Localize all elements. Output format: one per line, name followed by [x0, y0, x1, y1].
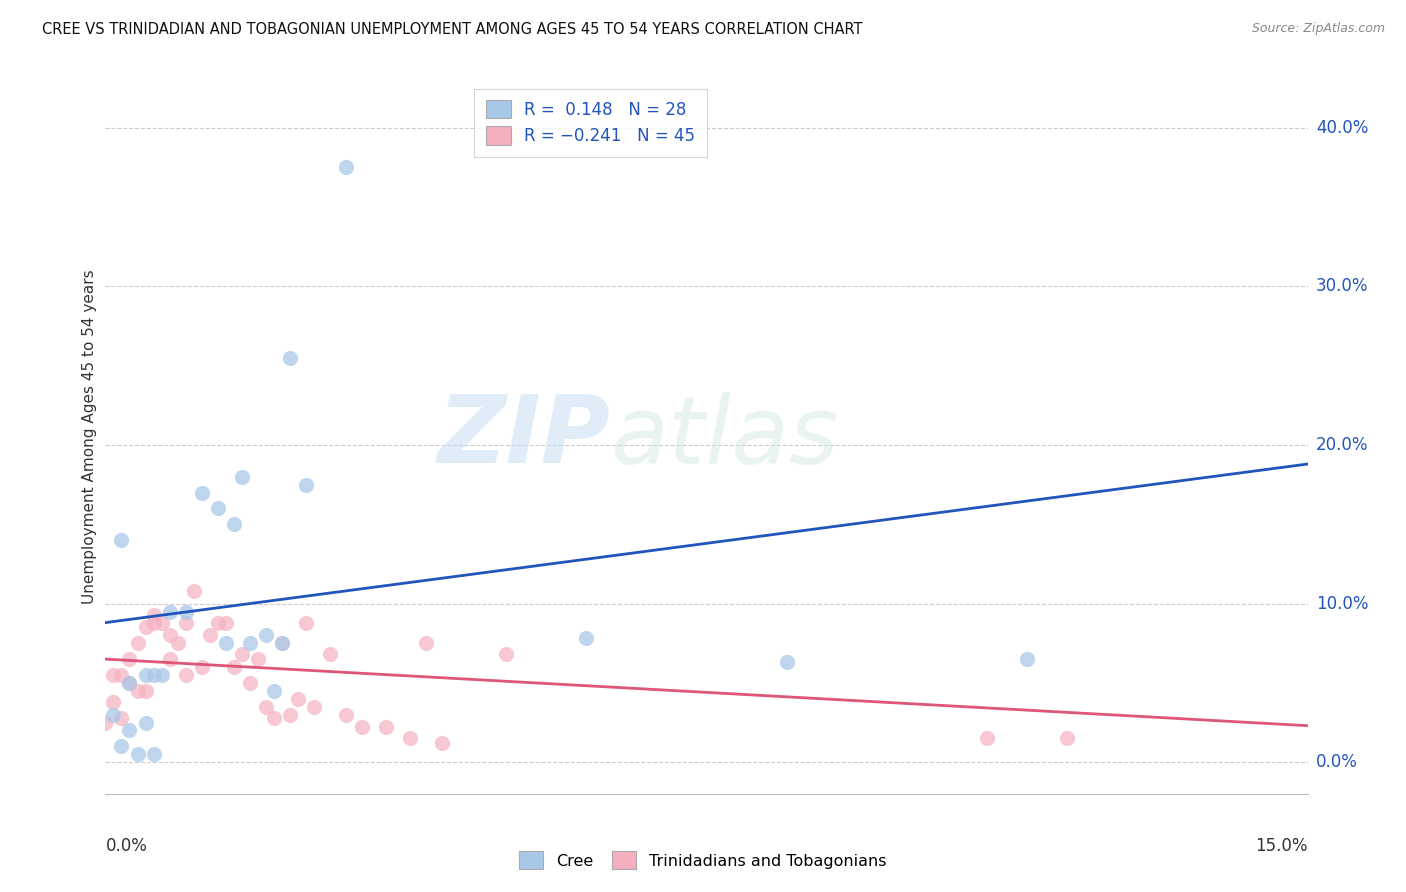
Point [214, 636, 236, 650]
Point [190, 660, 212, 674]
Point [190, 485, 212, 500]
Point [118, 723, 141, 738]
Point [127, 683, 149, 698]
Point [142, 607, 165, 622]
Legend: R =  0.148   N = 28, R = −0.241   N = 45: R = 0.148 N = 28, R = −0.241 N = 45 [474, 88, 707, 157]
Point [183, 583, 205, 598]
Text: 0.0%: 0.0% [1316, 753, 1358, 772]
Point [118, 652, 141, 666]
Point [222, 517, 245, 532]
Point [575, 632, 598, 646]
Point [127, 636, 149, 650]
Point [239, 636, 262, 650]
Point [127, 747, 149, 762]
Point [150, 668, 173, 682]
Point [135, 668, 157, 682]
Text: 40.0%: 40.0% [1316, 119, 1368, 136]
Point [174, 668, 197, 682]
Point [118, 676, 141, 690]
Point [207, 615, 229, 630]
Point [302, 699, 325, 714]
Point [254, 628, 277, 642]
Point [174, 615, 197, 630]
Point [319, 648, 342, 662]
Point [976, 731, 998, 746]
Point [142, 747, 165, 762]
Point [1017, 652, 1039, 666]
Point [110, 533, 132, 548]
Point [335, 161, 357, 175]
Point [207, 501, 229, 516]
Point [263, 683, 285, 698]
Point [399, 731, 422, 746]
Point [94, 715, 117, 730]
Point [159, 628, 181, 642]
Point [135, 620, 157, 634]
Point [198, 628, 221, 642]
Text: 30.0%: 30.0% [1316, 277, 1368, 295]
Point [278, 351, 301, 365]
Y-axis label: Unemployment Among Ages 45 to 54 years: Unemployment Among Ages 45 to 54 years [82, 269, 97, 605]
Point [254, 699, 277, 714]
Point [150, 615, 173, 630]
Point [110, 668, 132, 682]
Point [263, 711, 285, 725]
Point [278, 707, 301, 722]
Point [415, 636, 437, 650]
Text: atlas: atlas [610, 392, 838, 483]
Point [350, 720, 373, 734]
Text: ZIP: ZIP [437, 391, 610, 483]
Point [159, 605, 181, 619]
Point [118, 676, 141, 690]
Point [135, 715, 157, 730]
Point [214, 615, 236, 630]
Point [103, 707, 125, 722]
Text: 15.0%: 15.0% [1256, 837, 1308, 855]
Point [110, 711, 132, 725]
Point [231, 469, 253, 483]
Point [776, 655, 799, 669]
Point [295, 477, 318, 491]
Point [287, 691, 309, 706]
Point [142, 668, 165, 682]
Point [246, 652, 269, 666]
Point [374, 720, 398, 734]
Point [159, 652, 181, 666]
Point [174, 605, 197, 619]
Point [335, 707, 357, 722]
Point [222, 660, 245, 674]
Point [270, 636, 292, 650]
Point [231, 648, 253, 662]
Point [135, 683, 157, 698]
Text: 0.0%: 0.0% [105, 837, 148, 855]
Point [239, 676, 262, 690]
Point [103, 695, 125, 709]
Point [1056, 731, 1078, 746]
Text: Source: ZipAtlas.com: Source: ZipAtlas.com [1251, 22, 1385, 36]
Point [166, 636, 188, 650]
Legend: Cree, Trinidadians and Tobagonians: Cree, Trinidadians and Tobagonians [512, 844, 894, 877]
Point [295, 615, 318, 630]
Text: 20.0%: 20.0% [1316, 436, 1368, 454]
Point [270, 636, 292, 650]
Text: 10.0%: 10.0% [1316, 595, 1368, 613]
Point [103, 668, 125, 682]
Text: CREE VS TRINIDADIAN AND TOBAGONIAN UNEMPLOYMENT AMONG AGES 45 TO 54 YEARS CORREL: CREE VS TRINIDADIAN AND TOBAGONIAN UNEMP… [42, 22, 863, 37]
Point [142, 615, 165, 630]
Point [430, 736, 453, 750]
Point [495, 648, 517, 662]
Point [110, 739, 132, 754]
